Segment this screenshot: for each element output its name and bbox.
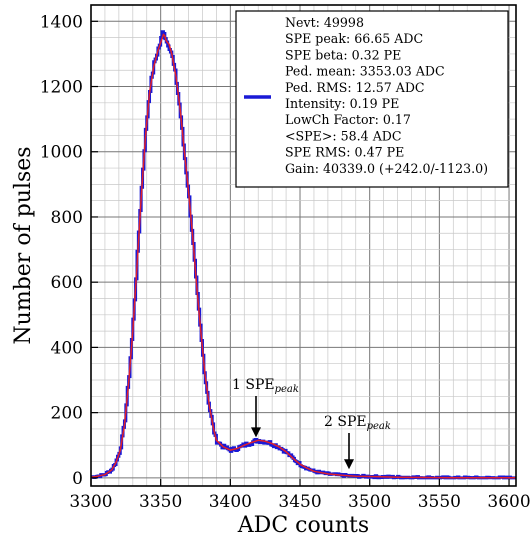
x-tick-label: 3450	[278, 492, 321, 512]
y-tick-label: 0	[72, 469, 83, 489]
legend-entry: Nevt: 49998	[285, 15, 364, 30]
x-tick-label: 3350	[139, 492, 182, 512]
y-tick-label: 600	[51, 273, 83, 293]
legend-entry: SPE RMS: 0.47 PE	[285, 145, 404, 160]
y-tick-label: 800	[51, 208, 83, 228]
y-tick-label: 400	[51, 338, 83, 358]
y-axis-title: Number of pulses	[11, 146, 36, 344]
y-tick-label: 200	[51, 404, 83, 424]
legend-entry: SPE beta: 0.32 PE	[285, 47, 401, 62]
plot-series	[90, 30, 516, 480]
legend-entry: Gain: 40339.0 (+242.0/-1123.0)	[285, 161, 488, 176]
legend-entry: Intensity: 0.19 PE	[285, 96, 399, 111]
fit-curve	[90, 33, 516, 479]
legend-box	[235, 10, 509, 188]
plot-frame	[90, 4, 517, 487]
x-tick-label: 3550	[418, 492, 461, 512]
legend-entry: Ped. mean: 3353.03 ADC	[285, 64, 445, 79]
legend-entry: SPE peak: 66.65 ADC	[285, 31, 423, 46]
x-tick-label: 3400	[209, 492, 252, 512]
annotation-arrow-head	[251, 427, 261, 438]
legend-entry: Ped. RMS: 12.57 ADC	[285, 80, 425, 95]
y-tick-label: 1000	[40, 143, 83, 163]
y-tick-label: 1200	[40, 78, 83, 98]
legend-entry: LowCh Factor: 0.17	[285, 112, 411, 127]
annotation-arrow-head	[344, 459, 354, 470]
axis-ticks: 3300 3350 3400 3450 3500 3550 3600 0 200 400 600 80…	[40, 12, 531, 512]
x-axis-title: ADC counts	[237, 513, 369, 538]
x-tick-label: 3300	[69, 492, 112, 512]
legend-entry: <SPE>: 58.4 ADC	[285, 128, 402, 143]
x-tick-label: 3500	[348, 492, 391, 512]
y-tick-label: 1400	[40, 12, 83, 32]
spe-annotation-label: 2 SPEpeak	[324, 414, 391, 432]
x-tick-label: 3600	[487, 492, 530, 512]
